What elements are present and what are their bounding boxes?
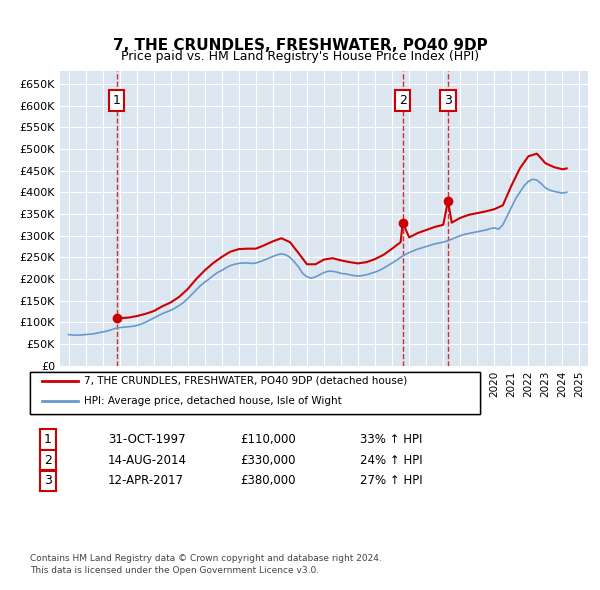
Text: 3: 3 xyxy=(444,94,452,107)
Text: 7, THE CRUNDLES, FRESHWATER, PO40 9DP: 7, THE CRUNDLES, FRESHWATER, PO40 9DP xyxy=(113,38,487,53)
Text: HPI: Average price, detached house, Isle of Wight: HPI: Average price, detached house, Isle… xyxy=(84,396,342,406)
Text: £380,000: £380,000 xyxy=(240,474,296,487)
Text: 2: 2 xyxy=(399,94,407,107)
Text: Price paid vs. HM Land Registry's House Price Index (HPI): Price paid vs. HM Land Registry's House … xyxy=(121,50,479,63)
Text: 7, THE CRUNDLES, FRESHWATER, PO40 9DP (detached house): 7, THE CRUNDLES, FRESHWATER, PO40 9DP (d… xyxy=(84,376,407,385)
Text: Contains HM Land Registry data © Crown copyright and database right 2024.: Contains HM Land Registry data © Crown c… xyxy=(30,555,382,563)
Text: £110,000: £110,000 xyxy=(240,433,296,446)
Text: 1: 1 xyxy=(113,94,121,107)
Text: 3: 3 xyxy=(44,474,52,487)
Text: 12-APR-2017: 12-APR-2017 xyxy=(108,474,184,487)
Text: 2: 2 xyxy=(44,454,52,467)
Text: 7, THE CRUNDLES, FRESHWATER, PO40 9DP (detached house): 7, THE CRUNDLES, FRESHWATER, PO40 9DP (d… xyxy=(84,376,407,385)
Text: 24% ↑ HPI: 24% ↑ HPI xyxy=(360,454,422,467)
Text: 31-OCT-1997: 31-OCT-1997 xyxy=(108,433,185,446)
Text: 27% ↑ HPI: 27% ↑ HPI xyxy=(360,474,422,487)
Text: £330,000: £330,000 xyxy=(240,454,296,467)
Text: HPI: Average price, detached house, Isle of Wight: HPI: Average price, detached house, Isle… xyxy=(84,396,342,406)
Text: 14-AUG-2014: 14-AUG-2014 xyxy=(108,454,187,467)
Text: 1: 1 xyxy=(44,433,52,446)
Text: 33% ↑ HPI: 33% ↑ HPI xyxy=(360,433,422,446)
Text: This data is licensed under the Open Government Licence v3.0.: This data is licensed under the Open Gov… xyxy=(30,566,319,575)
